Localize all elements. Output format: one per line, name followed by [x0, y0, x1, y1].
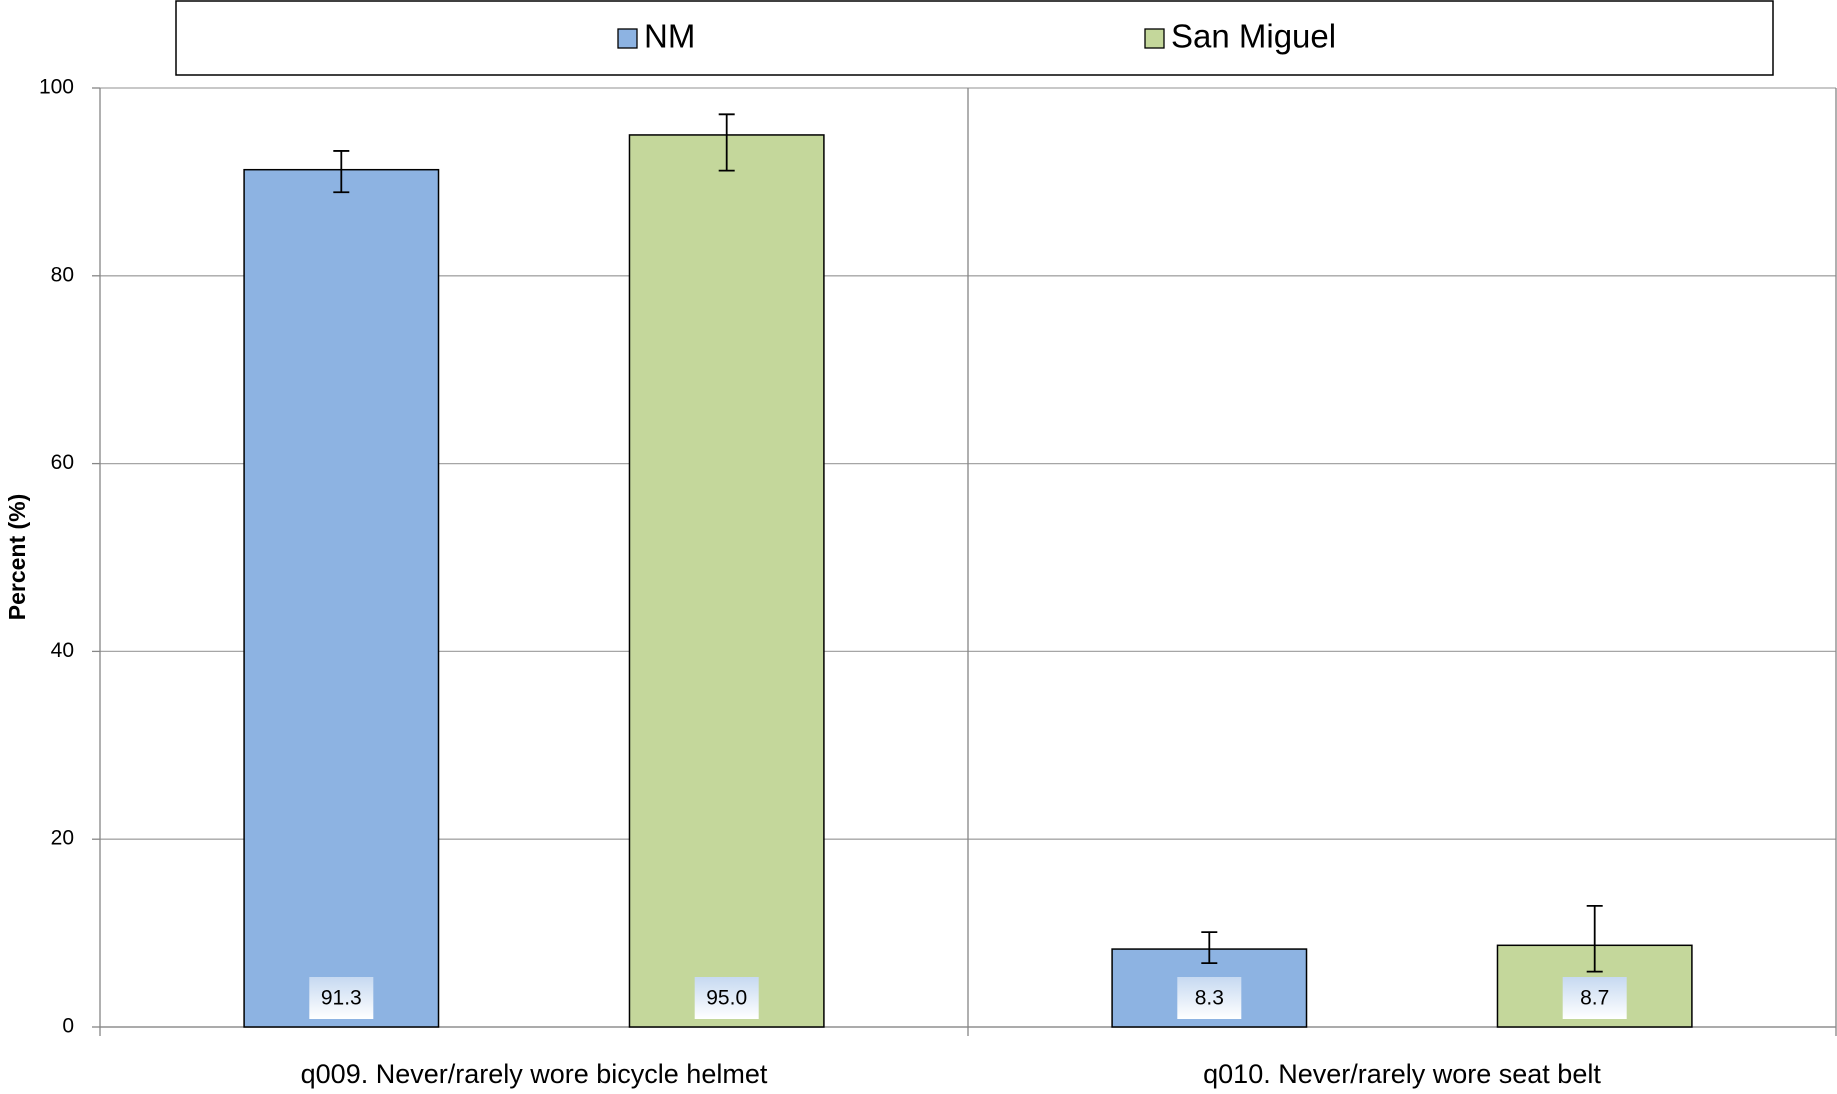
y-tick-label: 0 — [62, 1015, 74, 1038]
legend-label: San Miguel — [1171, 18, 1336, 55]
y-tick-label: 40 — [51, 639, 74, 662]
legend-swatch — [617, 28, 638, 49]
value-label-box — [309, 977, 374, 1019]
y-axis-label: Percent (%) — [4, 494, 30, 621]
y-tick-label: 60 — [51, 451, 74, 474]
legend-label: NM — [644, 18, 695, 55]
y-tick-label: 100 — [39, 76, 74, 99]
value-label-box — [1177, 977, 1242, 1019]
value-label-box — [694, 977, 759, 1019]
y-tick-label: 20 — [51, 827, 74, 850]
legend-box — [175, 0, 1774, 76]
x-tick-label: q010. Never/rarely wore seat belt — [1203, 1059, 1601, 1089]
value-label: 8.7 — [1580, 987, 1609, 1010]
y-tick-label: 80 — [51, 263, 74, 286]
bar — [628, 134, 825, 1028]
value-label: 91.3 — [321, 987, 362, 1010]
value-label: 8.3 — [1195, 987, 1224, 1010]
bar — [243, 168, 440, 1028]
value-label-box — [1562, 977, 1627, 1019]
value-label: 95.0 — [706, 987, 747, 1010]
x-tick-label: q009. Never/rarely wore bicycle helmet — [301, 1059, 768, 1089]
legend-swatch — [1144, 28, 1165, 49]
